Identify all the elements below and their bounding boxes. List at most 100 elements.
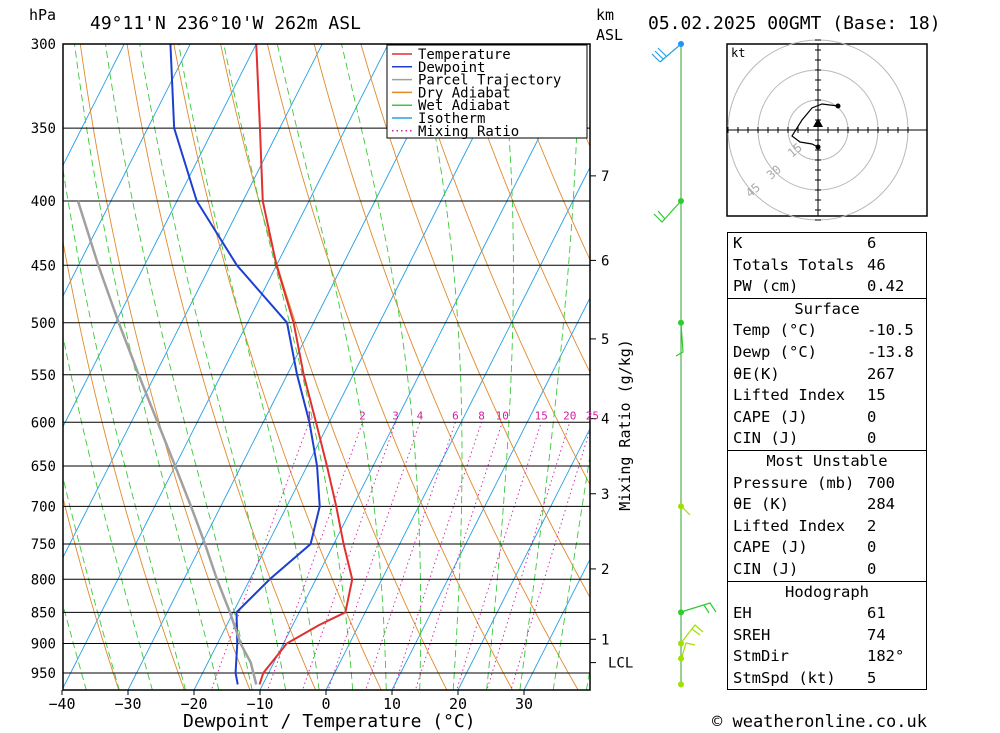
pressure-tick-label: 350: [31, 121, 56, 137]
wind-barb: [651, 43, 682, 63]
wind-barb: [680, 602, 717, 614]
wind-barb: [680, 624, 704, 644]
km-tick-label: 2: [601, 562, 609, 578]
wind-level-dot: [678, 640, 684, 647]
index-row: θE (K) 284: [728, 494, 926, 516]
index-value: 15: [867, 386, 886, 405]
copyright: © weatheronline.co.uk: [712, 712, 927, 732]
mixing-ratio-line: [327, 422, 421, 690]
index-row: Lifted Index 15: [728, 385, 926, 407]
index-value: 182°: [867, 647, 905, 666]
index-value: 46: [867, 255, 886, 274]
mixing-ratio-label: 15: [535, 409, 548, 422]
isotherm-line: [63, 44, 389, 690]
hodograph-point: [835, 103, 841, 109]
index-value: 284: [867, 495, 895, 514]
pressure-tick-label: 500: [31, 316, 56, 332]
index-row: CIN (J) 0: [728, 559, 926, 581]
dry-adiabat-line: [454, 44, 590, 374]
pressure-tick-label: 700: [31, 499, 56, 515]
asl-label: ASL: [596, 26, 623, 44]
most-unstable-indices: Most Unstable Pressure (mb) 700 θE (K) 284 L…: [727, 449, 927, 582]
mixing-ratio-label: 10: [496, 409, 509, 422]
hodograph-point: [815, 144, 821, 150]
pressure-tick-label: 950: [31, 666, 56, 682]
mixing-ratio-label: 20: [563, 409, 576, 422]
lcl-label: LCL: [608, 656, 633, 672]
wet-adiabat-line: [178, 44, 320, 690]
dry-adiabat-line: [969, 44, 1000, 701]
isotherm-line: [63, 44, 191, 297]
temperature-tick-label: 10: [383, 695, 401, 713]
index-row: CAPE (J) 0: [728, 407, 926, 429]
storm-motion-marker: [813, 118, 823, 127]
index-value: -13.8: [867, 342, 914, 361]
temperature-tick-label: 30: [515, 695, 533, 713]
wet-adiabat-line: [416, 44, 463, 690]
index-value: 0: [867, 429, 877, 448]
dry-adiabat-line: [63, 496, 120, 690]
wet-adiabat-line: [74, 44, 220, 690]
isotherm-line: [391, 296, 590, 690]
legend-label: Parcel Trajectory: [418, 73, 561, 89]
index-row: EH 61: [728, 603, 926, 625]
index-label: CAPE (J): [733, 407, 808, 426]
datetime-title: 05.02.2025 00GMT (Base: 18): [648, 13, 941, 34]
index-row: SREH 74: [728, 625, 926, 647]
dry-adiabat-line: [266, 44, 513, 690]
index-label: θE(K): [733, 364, 780, 383]
isotherm-line: [63, 44, 257, 428]
temperature-tick-label: −10: [246, 695, 273, 713]
index-label: θE (K): [733, 495, 789, 514]
basic-indices: K 6 Totals Totals 46 PW (cm) 0.42: [727, 232, 927, 299]
index-label: Temp (°C): [733, 321, 817, 340]
mixing-ratio-line: [365, 422, 456, 690]
index-label: StmDir: [733, 647, 789, 666]
km-tick-label: 4: [601, 412, 609, 428]
isotherm-line: [325, 166, 590, 690]
wind-profile: [651, 41, 717, 688]
index-value: 267: [867, 364, 895, 383]
mixing-ratio-label: 3: [392, 409, 399, 422]
dry-adiabat-line: [500, 44, 590, 261]
km-tick-label: 5: [601, 332, 609, 348]
series-parcel-trajectory: [76, 200, 258, 685]
wet-adiabat-line: [519, 44, 580, 690]
index-label: Pressure (mb): [733, 473, 855, 492]
km-tick-label: 7: [601, 169, 609, 185]
index-row: θE(K) 267: [728, 364, 926, 386]
pressure-tick-label: 800: [31, 572, 56, 588]
wind-level-dot: [678, 319, 684, 326]
wet-adiabat-line: [63, 475, 120, 690]
legend-box: [386, 44, 588, 139]
km-tick-label: 1: [601, 632, 609, 648]
wind-level-dot: [678, 609, 684, 616]
index-label: CAPE (J): [733, 538, 808, 557]
index-row: Temp (°C) -10.5: [728, 320, 926, 342]
hodograph-indices: Hodograph EH 61 SREH 74 StmDir 182° StmSpd (kt…: [727, 580, 927, 691]
legend-label: Temperature: [418, 47, 511, 63]
temperature-tick-label: 20: [449, 695, 467, 713]
index-label: K: [733, 234, 743, 252]
mixing-ratio-labels: 1 2 3 4 6 8 10 15 20 25: [306, 409, 599, 422]
dry-adiabat-line: [922, 44, 1000, 701]
pressure-tick-label: 300: [31, 37, 56, 53]
index-row: StmSpd (kt) 5: [728, 668, 926, 690]
index-value: 2: [867, 516, 877, 535]
index-label: Lifted Index: [733, 516, 845, 535]
isotherm-line: [523, 558, 590, 690]
dry-adiabat-line: [220, 44, 448, 690]
index-value: 61: [867, 604, 886, 623]
mixing-ratio-line: [210, 422, 310, 690]
legend-label: Dry Adiabat: [418, 85, 511, 101]
index-row: Dewp (°C) -13.8: [728, 342, 926, 364]
mixing-ratio-label: 4: [417, 409, 424, 422]
hpa-label: hPa: [29, 6, 56, 24]
index-value: -10.5: [867, 321, 914, 340]
pressure-tick-label: 600: [31, 415, 56, 431]
index-value: 74: [867, 625, 886, 644]
index-value: 0: [867, 538, 877, 557]
